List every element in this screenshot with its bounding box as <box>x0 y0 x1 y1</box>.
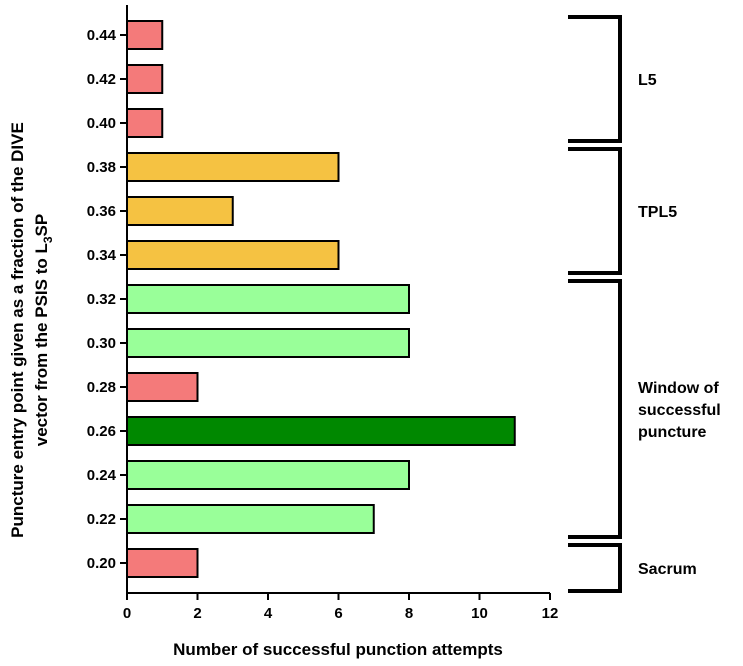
bar-0.32 <box>126 284 410 314</box>
y-tick-label: 0.32 <box>87 291 116 308</box>
bracket-label: Window of <box>638 380 719 397</box>
bar-0.34 <box>126 240 340 270</box>
brackets-group: L5 TPL5 Window of successful puncture Sacrum <box>568 15 721 593</box>
y-tick-label: 0.36 <box>87 203 116 220</box>
y-tick-label: 0.40 <box>87 115 116 132</box>
bracket-label: successful <box>638 402 721 419</box>
bars-group <box>126 20 516 578</box>
bracket-label: L5 <box>638 72 657 89</box>
x-tick-label: 6 <box>334 605 342 622</box>
bar-0.44 <box>126 20 164 50</box>
y-tick-label: 0.38 <box>87 159 116 176</box>
x-tick-label: 0 <box>123 605 131 622</box>
bracket-label: puncture <box>638 424 707 441</box>
y-axis-title: Puncture entry point given as a fraction… <box>8 122 55 538</box>
bar-0.38 <box>126 152 340 182</box>
y-tick-label: 0.30 <box>87 335 116 352</box>
y-tick-label: 0.44 <box>87 27 117 44</box>
y-tick-label: 0.42 <box>87 71 116 88</box>
bar-0.36 <box>126 196 234 226</box>
bar-0.40 <box>126 108 164 138</box>
bracket-line <box>568 279 622 539</box>
y-tick-label: 0.34 <box>87 247 117 264</box>
bracket-line <box>568 147 622 275</box>
y-axis: 0.20 0.22 0.24 0.26 0.28 0.30 0.32 0.34 0.36 0.38… <box>87 5 128 593</box>
x-tick-label: 8 <box>405 605 413 622</box>
bracket-line <box>568 543 622 593</box>
x-axis: 0 2 4 6 8 10 12 <box>123 592 559 622</box>
y-tick-label: 0.26 <box>87 423 116 440</box>
x-tick-label: 12 <box>542 605 559 622</box>
bar-0.20 <box>126 548 199 578</box>
y-tick-label: 0.24 <box>87 467 117 484</box>
bracket-line <box>568 15 622 143</box>
bar-0.24 <box>126 460 410 490</box>
x-tick-label: 10 <box>471 605 488 622</box>
bracket-label: Sacrum <box>638 561 697 578</box>
x-tick-label: 2 <box>193 605 201 622</box>
y-tick-label: 0.28 <box>87 379 116 396</box>
y-tick-label: 0.22 <box>87 511 116 528</box>
bar-0.42 <box>126 64 164 94</box>
bar-0.30 <box>126 328 410 358</box>
bar-0.28 <box>126 372 199 402</box>
y-tick-label: 0.20 <box>87 555 116 572</box>
x-tick-label: 4 <box>264 605 273 622</box>
bracket-label: TPL5 <box>638 204 677 221</box>
bar-0.22 <box>126 504 375 534</box>
x-axis-title: Number of successful punction attempts <box>173 640 503 659</box>
bar-0.26 <box>126 416 516 446</box>
